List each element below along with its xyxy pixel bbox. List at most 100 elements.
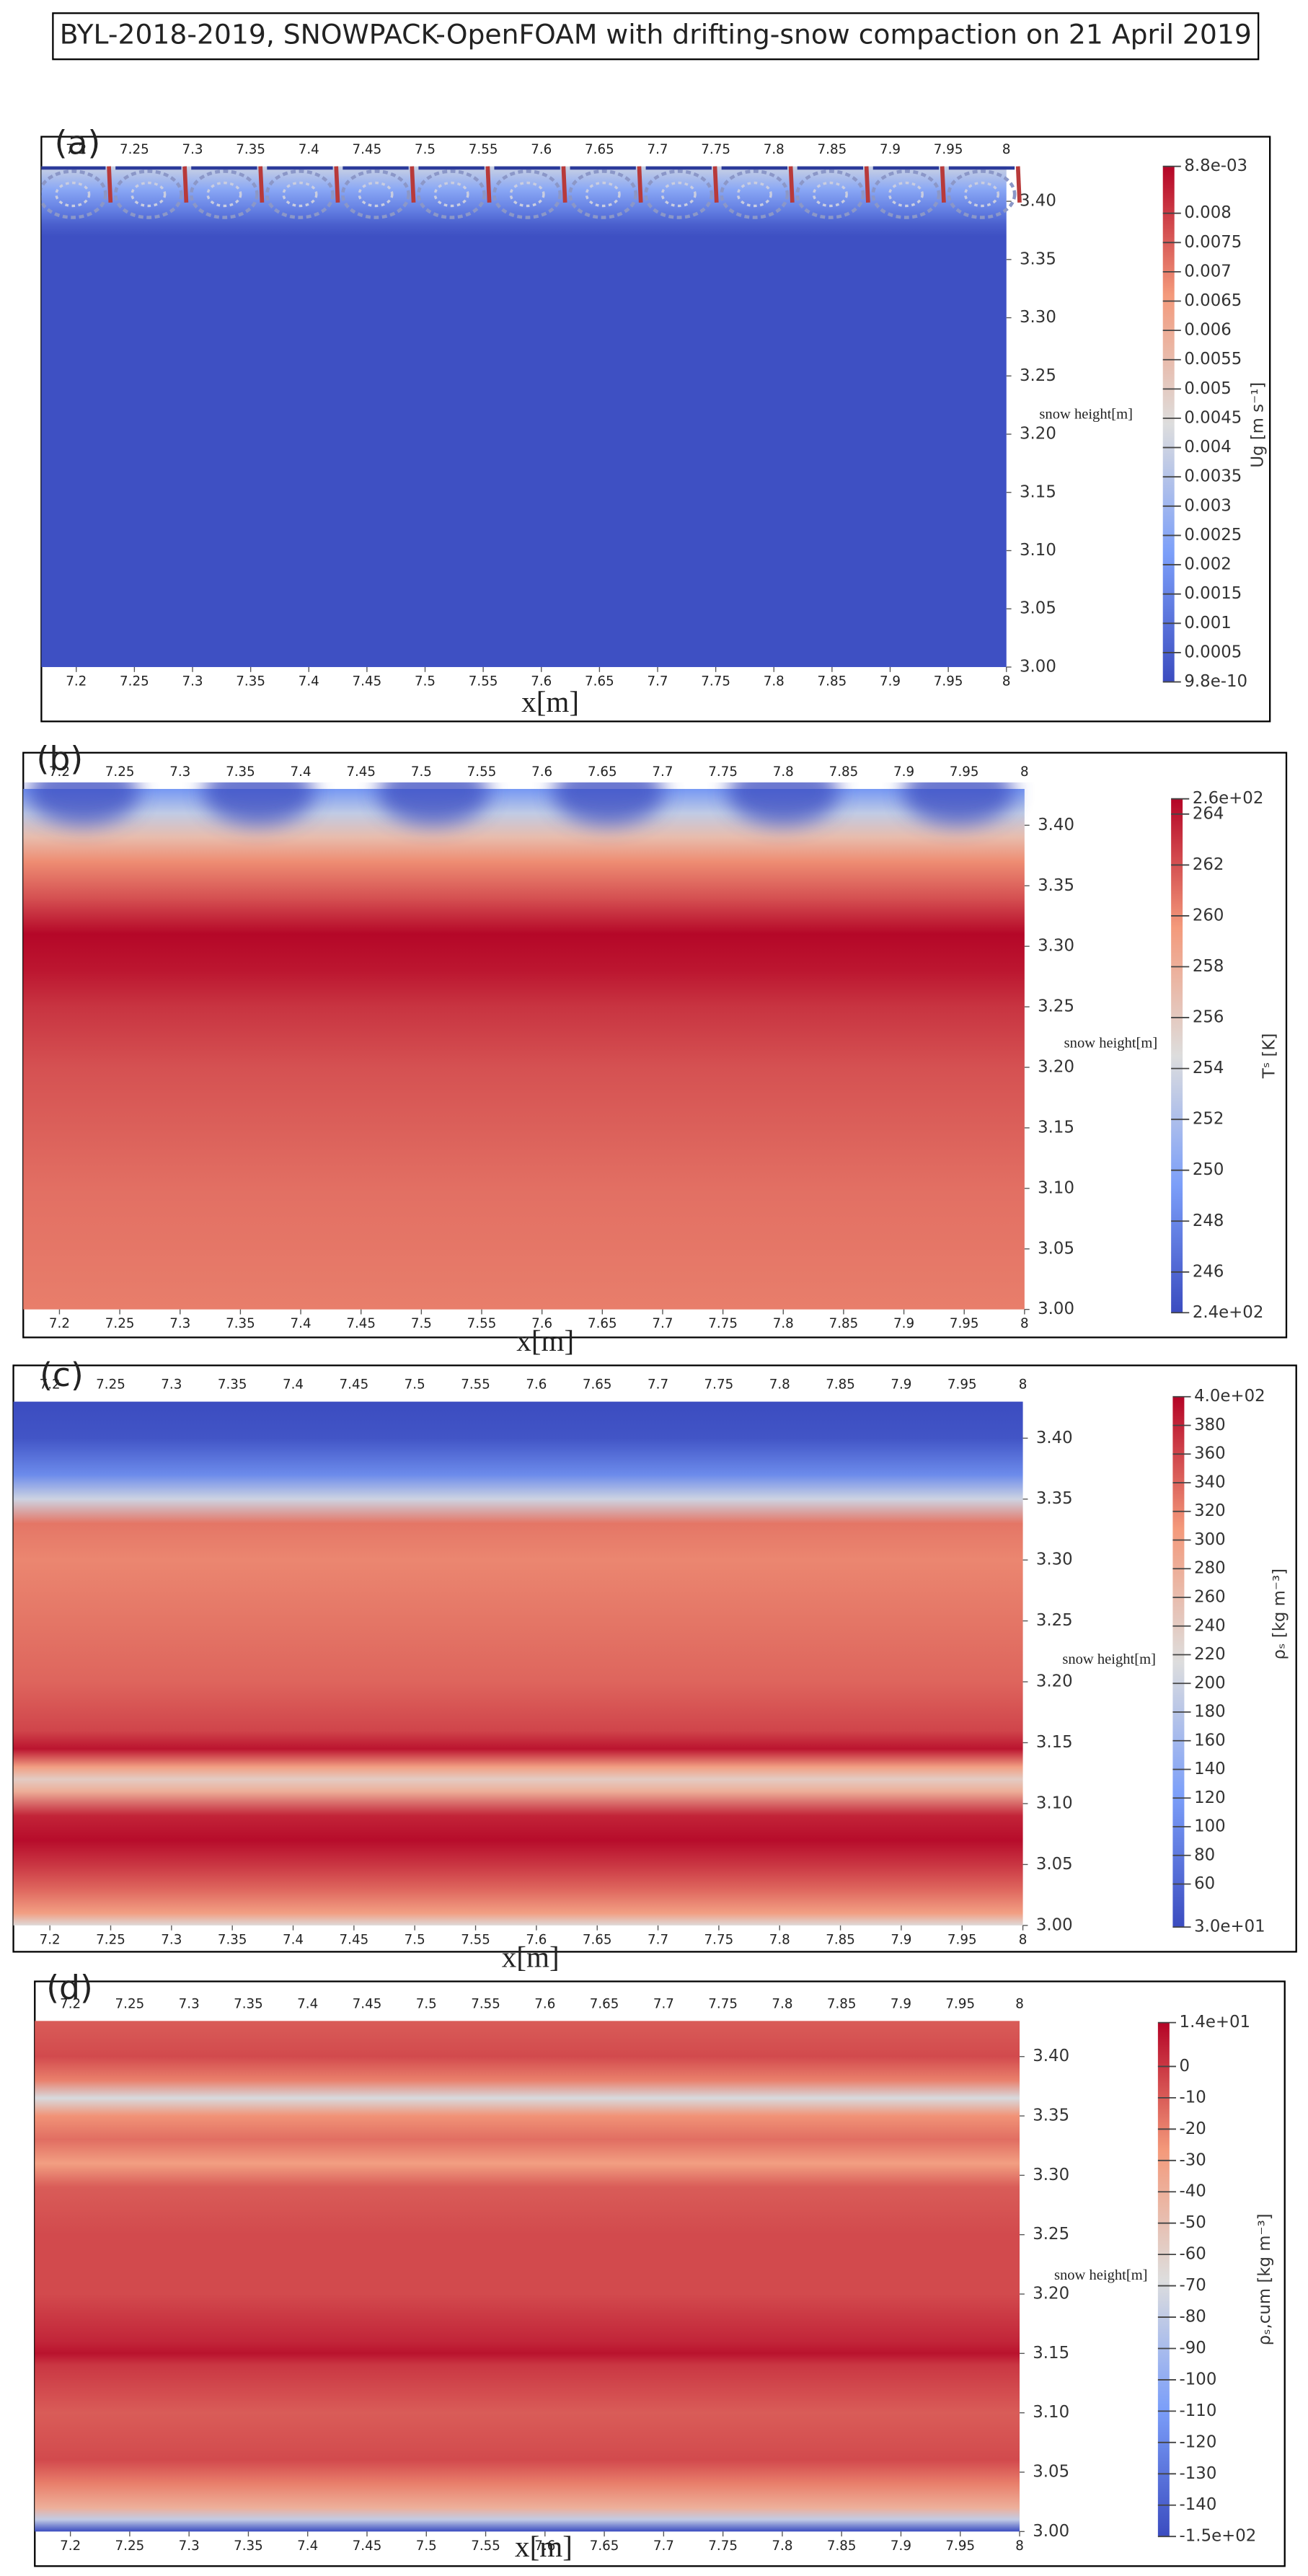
y-axis-label: snow height[m] — [1062, 1651, 1156, 1667]
x-tick-label: 8 — [1020, 1316, 1029, 1331]
x-tick-label-top: 7.8 — [764, 142, 785, 157]
x-tick-label: 7.3 — [169, 1316, 190, 1331]
vortex — [644, 169, 714, 219]
y-tick-label: 3.30 — [1038, 937, 1074, 956]
x-tick-label: 8 — [1015, 2538, 1024, 2554]
colorbar-tick-label: 0.0055 — [1184, 350, 1242, 369]
colorbar-label: Tˢ [K] — [1260, 1033, 1279, 1080]
x-tick-label: 7.65 — [588, 1316, 617, 1331]
colorbar-tick-label: 380 — [1194, 1416, 1226, 1434]
y-tick-label: 3.35 — [1020, 250, 1056, 268]
colorbar-tick-label: 0.003 — [1184, 496, 1231, 515]
colorbar-tick-label: -120 — [1180, 2432, 1217, 2451]
colorbar-tick-label: 140 — [1194, 1760, 1226, 1778]
colorbar-tick-label: 258 — [1193, 957, 1224, 976]
x-tick-label-top: 7.75 — [704, 1377, 734, 1393]
colorbar — [1171, 798, 1183, 1313]
y-tick-label: 3.10 — [1020, 541, 1056, 560]
jet — [334, 166, 340, 203]
x-tick-label-top: 8 — [1015, 1996, 1024, 2011]
vortex — [871, 169, 941, 219]
x-tick-label: 7.95 — [950, 1316, 979, 1331]
x-tick-label: 7.9 — [880, 674, 901, 689]
y-tick-label: 3.40 — [1036, 1429, 1073, 1447]
colorbar-label: ρₛ,cum [kg m⁻³] — [1255, 2213, 1274, 2345]
x-tick-label: 7.4 — [297, 2538, 318, 2554]
y-tick-label: 3.30 — [1036, 1551, 1073, 1569]
panel-label: (a) — [55, 123, 101, 162]
colorbar-tick-label: 0.004 — [1184, 438, 1231, 456]
y-tick-label: 3.40 — [1033, 2047, 1069, 2065]
colorbar-tick-label: 0.005 — [1184, 379, 1231, 398]
decoration — [27, 782, 1015, 826]
x-tick-label: 7.9 — [893, 1316, 914, 1331]
x-tick-label-top: 7.2 — [66, 142, 87, 157]
x-tick-label-top: 7.95 — [945, 1996, 975, 2011]
x-tick-label-top: 7.9 — [891, 1377, 911, 1393]
x-tick-label: 7.45 — [340, 1932, 369, 1947]
x-tick-label-top: 7.75 — [708, 1996, 738, 2011]
x-tick-label: 7.3 — [179, 2538, 200, 2554]
x-tick-label-top: 7.25 — [120, 142, 149, 157]
vortex — [41, 169, 107, 219]
colorbar-label: ρₛ [kg m⁻³] — [1270, 1569, 1289, 1659]
y-tick-label: 3.25 — [1033, 2225, 1069, 2244]
vortex-core — [433, 181, 469, 208]
colorbar-tick-label: -10 — [1180, 2088, 1206, 2107]
x-tick-label: 7.95 — [934, 674, 963, 689]
x-tick-label-top: 7.7 — [652, 764, 673, 780]
x-tick-label-top: 7.9 — [880, 142, 901, 157]
x-tick-label-top: 7.8 — [773, 764, 794, 780]
x-tick-label: 7.4 — [291, 1316, 311, 1331]
y-tick-label: 3.00 — [1036, 1915, 1073, 1934]
y-tick-label: 3.35 — [1033, 2107, 1069, 2125]
panel-label: (c) — [40, 1356, 84, 1394]
x-tick-label: 7.6 — [531, 674, 552, 689]
x-tick-label-top: 7.25 — [115, 1996, 145, 2011]
colorbar-tick-label: 180 — [1194, 1703, 1226, 1721]
colorbar-tick-label: -1.5e+02 — [1180, 2527, 1257, 2546]
y-tick-label: 3.35 — [1036, 1489, 1073, 1508]
x-tick-label-top: 7.4 — [297, 1996, 318, 2011]
y-tick-label: 3.05 — [1020, 599, 1056, 618]
jet — [940, 166, 946, 203]
x-tick-label-top: 7.6 — [526, 1377, 547, 1393]
vortex-core — [736, 181, 772, 208]
colorbar-tick-label: 0.0035 — [1184, 467, 1242, 486]
colorbar-tick-label: 252 — [1193, 1110, 1224, 1129]
y-tick-label: 3.40 — [1020, 192, 1056, 211]
x-tick-label: 8 — [1002, 674, 1011, 689]
x-tick-label: 7.45 — [346, 1316, 376, 1331]
colorbar-tick-label: 0.0015 — [1184, 584, 1242, 603]
x-tick-label-top: 7.65 — [590, 1996, 619, 2011]
y-axis-label: snow height[m] — [1039, 406, 1133, 422]
vortex — [113, 169, 183, 219]
x-tick-label: 7.75 — [704, 1932, 734, 1947]
x-tick-label: 7.6 — [534, 2538, 555, 2554]
x-tick-label-top: 7.5 — [416, 1996, 437, 2011]
x-tick-label: 7.25 — [120, 674, 149, 689]
x-tick-label-top: 7.9 — [893, 764, 914, 780]
y-tick-label: 3.40 — [1038, 816, 1074, 834]
colorbar-tick-label: 260 — [1193, 906, 1224, 925]
x-tick-label-top: 7.9 — [891, 1996, 911, 2011]
x-tick-label: 7.9 — [891, 1932, 911, 1947]
x-tick-label-top: 7.6 — [534, 1996, 555, 2011]
x-tick-label: 7.35 — [218, 1932, 247, 1947]
vortex-core — [660, 181, 697, 208]
x-tick-label-top: 7.7 — [647, 142, 668, 157]
colorbar-tick-label: -20 — [1180, 2120, 1206, 2138]
x-tick-label-top: 7.65 — [588, 764, 617, 780]
x-tick-label-top: 7.75 — [708, 764, 738, 780]
colorbar-tick-label: -90 — [1180, 2339, 1206, 2357]
x-tick-label-top: 7.6 — [531, 764, 552, 780]
colorbar-tick-label: -130 — [1180, 2464, 1217, 2483]
x-tick-label: 7.8 — [773, 1316, 794, 1331]
x-tick-label: 7.45 — [353, 2538, 382, 2554]
x-tick-label-top: 7.55 — [469, 142, 498, 157]
colorbar-tick-label: -70 — [1180, 2276, 1206, 2295]
colorbar-tick-label: 0.002 — [1184, 555, 1231, 574]
x-tick-label: 7.65 — [585, 674, 614, 689]
jet — [107, 166, 113, 203]
colorbar-tick-label: 2.4e+02 — [1193, 1303, 1264, 1322]
